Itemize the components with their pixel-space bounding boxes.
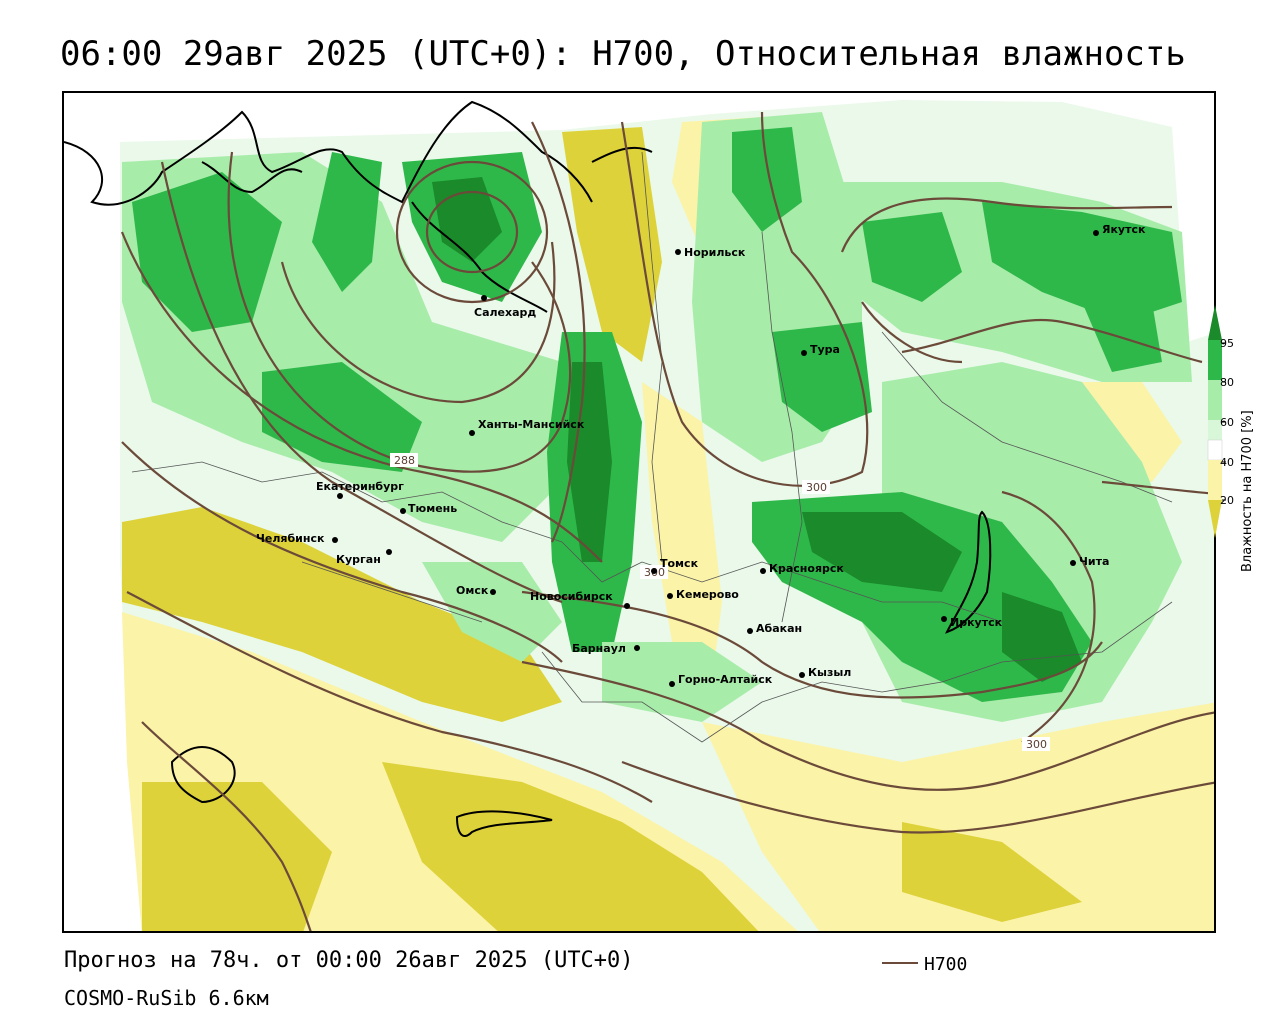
colorbar: 95 80 60 40 20 — [1200, 300, 1280, 550]
colorbar-band-80-95 — [1208, 340, 1222, 380]
map-frame: 288 300 300 300 Норильск Якутск Салехард… — [62, 91, 1216, 933]
colorbar-tick: 60 — [1220, 416, 1234, 429]
colorbar-tick: 95 — [1220, 337, 1234, 350]
city-label: Салехард — [474, 306, 536, 319]
city-chita: Чита — [1070, 555, 1109, 568]
colorbar-arrow-bottom — [1208, 500, 1222, 538]
dry-areas — [122, 117, 1214, 931]
city-label: Тура — [810, 343, 840, 356]
city-label: Екатеринбург — [316, 480, 404, 493]
city-irkutsk: Иркутск — [941, 616, 1003, 629]
contour-label: 288 — [394, 454, 415, 467]
contour-label: 300 — [806, 481, 827, 494]
city-label: Барнаул — [572, 642, 626, 655]
city-label: Новосибирск — [530, 590, 613, 603]
city-khanty-mansiysk: Ханты-Мансийск — [469, 418, 585, 436]
city-label: Горно-Алтайск — [678, 673, 773, 686]
colorbar-band-50-60 — [1208, 420, 1222, 440]
city-label: Ханты-Мансийск — [478, 418, 585, 431]
city-label: Норильск — [684, 246, 746, 259]
colorbar-arrow-top — [1208, 305, 1222, 340]
city-label: Абакан — [756, 622, 802, 635]
city-gorno-altaysk: Горно-Алтайск — [669, 673, 773, 687]
city-kemerovo: Кемерово — [667, 588, 739, 601]
city-label: Томск — [660, 557, 699, 570]
city-tomsk: Томск — [651, 557, 699, 574]
h700-line-legend-swatch — [882, 962, 918, 964]
city-label: Челябинск — [256, 532, 325, 545]
city-barnaul: Барнаул — [572, 642, 640, 655]
city-tyumen: Тюмень — [400, 502, 457, 515]
colorbar-tick: 20 — [1220, 494, 1234, 507]
city-label: Иркутск — [950, 616, 1003, 629]
colorbar-tick: 40 — [1220, 456, 1234, 469]
city-abakan: Абакан — [747, 622, 802, 635]
city-kyzyl: Кызыл — [799, 666, 851, 679]
city-krasnoyarsk: Красноярск — [760, 562, 844, 575]
city-yakutsk: Якутск — [1093, 223, 1146, 236]
colorbar-tick: 80 — [1220, 376, 1234, 389]
colorbar-band-60-80 — [1208, 380, 1222, 420]
city-label: Кызыл — [808, 666, 851, 679]
city-label: Красноярск — [769, 562, 844, 575]
contour-label: 300 — [1026, 738, 1047, 751]
city-omsk: Омск — [456, 584, 496, 597]
model-name: COSMO-RuSib 6.6км — [64, 986, 269, 1010]
city-norilsk: Норильск — [675, 246, 746, 259]
forecast-info: Прогноз на 78ч. от 00:00 26авг 2025 (UTC… — [64, 948, 634, 973]
city-label: Чита — [1079, 555, 1109, 568]
map-title: 06:00 29авг 2025 (UTC+0): H700, Относите… — [60, 34, 1186, 74]
moist-areas — [122, 112, 1192, 722]
city-yekaterinburg: Екатеринбург — [316, 480, 404, 499]
h700-contours — [120, 111, 1214, 931]
city-chelyabinsk: Челябинск — [256, 532, 338, 545]
cities: Норильск Якутск Салехард Тура Ханты-Манс… — [256, 223, 1146, 687]
map-canvas: 288 300 300 300 Норильск Якутск Салехард… — [64, 100, 1214, 931]
city-label: Якутск — [1102, 223, 1146, 236]
city-label: Тюмень — [408, 502, 457, 515]
colorbar-svg: 95 80 60 40 20 — [1207, 305, 1234, 538]
h700-line-legend-label: H700 — [924, 954, 968, 975]
city-novosibirsk: Новосибирск — [530, 590, 630, 609]
city-label: Омск — [456, 584, 489, 597]
colorbar-title: Влажность на H700 [%] — [1240, 410, 1255, 572]
colorbar-band-20-40 — [1208, 460, 1222, 500]
contour-label-group: 288 300 300 300 — [390, 453, 1050, 751]
city-tura: Тура — [801, 343, 840, 356]
city-salekhard: Салехард — [474, 295, 536, 319]
city-kurgan: Курган — [336, 549, 392, 566]
city-label: Курган — [336, 553, 381, 566]
city-label: Кемерово — [676, 588, 739, 601]
